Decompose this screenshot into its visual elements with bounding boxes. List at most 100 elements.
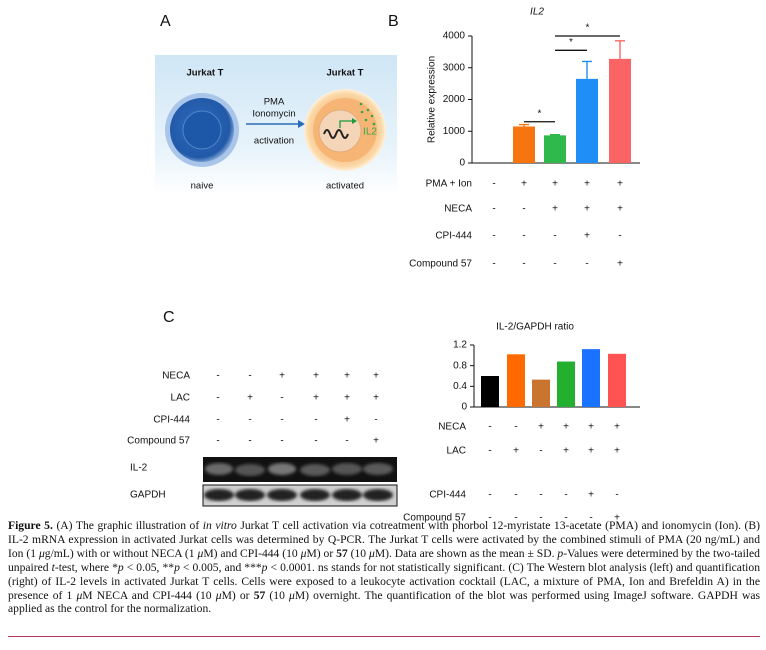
caption-run: < 0.0001. ns stands for not statisticall… bbox=[8, 560, 760, 602]
caption-run: -Values were determined by the two-taile… bbox=[8, 546, 760, 574]
caption-run: (10 bbox=[265, 588, 290, 602]
caption-run: (10 bbox=[347, 546, 369, 560]
caption-run: M) overnight. The quantification of the … bbox=[8, 588, 761, 616]
blot-row-label: IL-2 bbox=[130, 463, 148, 474]
panel-label: B bbox=[388, 13, 399, 30]
condition-value: + bbox=[552, 204, 558, 215]
condition-value: - bbox=[345, 436, 348, 447]
caption-run: in vitro bbox=[202, 519, 237, 532]
condition-value: + bbox=[614, 446, 620, 457]
bar bbox=[582, 349, 600, 407]
stimulus: Ionomycin bbox=[252, 109, 295, 120]
condition-value: + bbox=[614, 513, 620, 524]
blot-row-label: GAPDH bbox=[130, 490, 166, 501]
caption-run: μ bbox=[197, 546, 204, 560]
caption-run: μ bbox=[289, 588, 295, 602]
condition-value: - bbox=[492, 204, 495, 215]
condition-value: - bbox=[514, 422, 517, 433]
condition-value: + bbox=[614, 422, 620, 433]
condition-value: - bbox=[615, 490, 618, 501]
significance-label: * bbox=[538, 108, 542, 119]
caption-run: M NECA and CPI-444 (10 bbox=[82, 588, 216, 602]
condition-value: + bbox=[538, 422, 544, 433]
y-tick-label: 3000 bbox=[443, 62, 466, 73]
gapdh-bands bbox=[204, 489, 393, 501]
condition-value: - bbox=[374, 415, 377, 426]
condition-value: - bbox=[248, 371, 251, 382]
cell-label: Jurkat T bbox=[187, 68, 224, 79]
significance-label: * bbox=[586, 23, 590, 34]
error-bar bbox=[550, 134, 560, 136]
condition-value: - bbox=[492, 231, 495, 242]
y-tick-label: 0.8 bbox=[453, 360, 467, 371]
condition-value: - bbox=[314, 415, 317, 426]
caption-run: t bbox=[51, 560, 55, 574]
bar bbox=[576, 78, 598, 163]
gene-label: IL2 bbox=[363, 127, 377, 138]
chart-title: IL2 bbox=[530, 7, 544, 18]
condition-value: + bbox=[584, 204, 590, 215]
condition-value: + bbox=[588, 490, 594, 501]
condition-value: + bbox=[313, 393, 319, 404]
condition-value: + bbox=[373, 393, 379, 404]
condition-label: CPI-444 bbox=[153, 415, 190, 426]
condition-label: Compound 57 bbox=[403, 513, 466, 524]
y-tick-label: 2000 bbox=[443, 94, 466, 105]
condition-value: - bbox=[314, 436, 317, 447]
condition-value: - bbox=[492, 179, 495, 190]
condition-value: + bbox=[373, 436, 379, 447]
bar bbox=[609, 58, 631, 163]
condition-value: - bbox=[514, 490, 517, 501]
y-tick-label: 0 bbox=[459, 158, 465, 169]
caption-run: < 0.005, and *** bbox=[179, 560, 262, 574]
caption-run: -test, where * bbox=[54, 560, 118, 574]
condition-value: - bbox=[248, 436, 251, 447]
condition-value: - bbox=[522, 231, 525, 242]
bar bbox=[557, 361, 575, 407]
y-tick-label: 0.4 bbox=[453, 381, 467, 392]
dna bbox=[323, 129, 349, 139]
error-bar bbox=[615, 40, 625, 59]
caption-run: μ bbox=[215, 588, 222, 602]
caption-run: Figure 5. bbox=[8, 519, 53, 532]
significance-label: * bbox=[569, 37, 573, 48]
condition-value: - bbox=[539, 446, 542, 457]
condition-label: LAC bbox=[447, 446, 466, 457]
condition-value: - bbox=[589, 513, 592, 524]
transcription-arrow-head bbox=[352, 118, 357, 124]
il2-dots bbox=[359, 102, 376, 126]
condition-value: + bbox=[617, 179, 623, 190]
error-bar bbox=[519, 123, 529, 127]
panel-label: A bbox=[160, 13, 171, 30]
condition-value: + bbox=[344, 371, 350, 382]
caption-run: M) and CPI-444 (10 bbox=[203, 546, 301, 560]
error-bar bbox=[582, 60, 592, 79]
bar bbox=[507, 354, 525, 407]
il2-bands bbox=[205, 463, 393, 476]
condition-value: + bbox=[584, 179, 590, 190]
condition-value: - bbox=[564, 513, 567, 524]
condition-value: + bbox=[617, 204, 623, 215]
condition-value: + bbox=[563, 422, 569, 433]
cell-state: activated bbox=[326, 181, 364, 192]
panel-label: C bbox=[163, 309, 175, 326]
condition-value: - bbox=[564, 490, 567, 501]
caption-run: μ bbox=[300, 546, 307, 560]
y-tick-label: 1000 bbox=[443, 126, 466, 137]
rule bbox=[8, 636, 760, 637]
condition-value: + bbox=[344, 393, 350, 404]
caption-run: g/mL) with or without NECA (1 bbox=[44, 546, 198, 560]
caption-run: p bbox=[117, 560, 124, 574]
condition-value: + bbox=[588, 422, 594, 433]
caption-run: M) or bbox=[221, 588, 254, 602]
condition-value: - bbox=[618, 231, 621, 242]
condition-value: + bbox=[588, 446, 594, 457]
condition-value: - bbox=[553, 259, 556, 270]
condition-value: - bbox=[216, 415, 219, 426]
caption-run: μ bbox=[76, 588, 83, 602]
caption-run: (A) The graphic illustration of bbox=[52, 519, 203, 532]
caption-run: 57 bbox=[253, 588, 266, 602]
condition-value: - bbox=[216, 371, 219, 382]
caption-run: Jurkat T cell activation via cotreatment… bbox=[8, 519, 760, 560]
chart-title: IL-2/GAPDH ratio bbox=[496, 322, 574, 333]
